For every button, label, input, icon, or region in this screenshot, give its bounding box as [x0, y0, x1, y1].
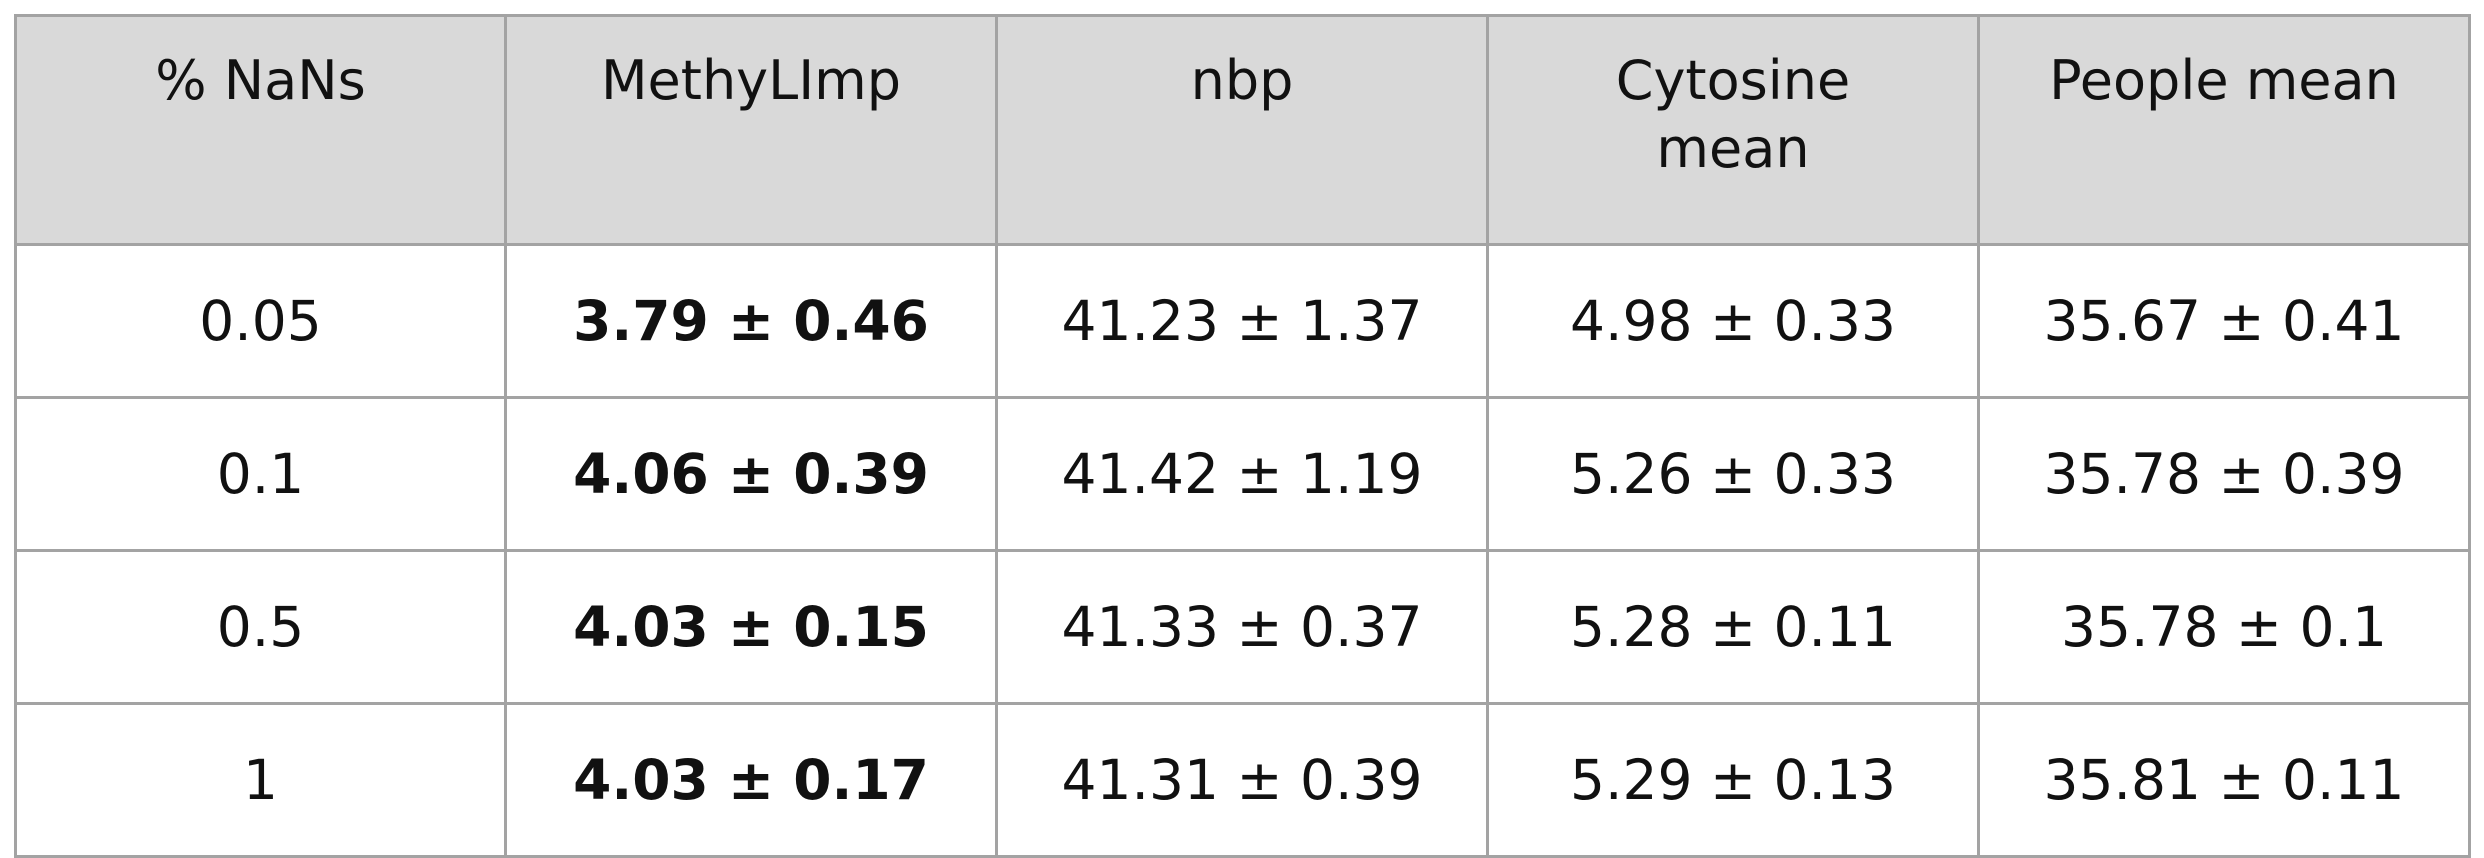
table-row: 1 4.03 ± 0.17 41.31 ± 0.39 5.29 ± 0.13 3…: [14, 702, 2471, 858]
header-cytosine-mean: Cytosine mean: [1486, 14, 1980, 246]
cell-nans: 1: [14, 702, 507, 858]
table-row: 0.05 3.79 ± 0.46 41.23 ± 1.37 4.98 ± 0.3…: [14, 243, 2471, 399]
cell-cytosine-mean: 5.28 ± 0.11: [1486, 549, 1980, 705]
header-methylimp: MethyLImp: [504, 14, 998, 246]
cell-people-mean: 35.67 ± 0.41: [1977, 243, 2471, 399]
cell-nbp: 41.33 ± 0.37: [995, 549, 1489, 705]
table-row: 0.1 4.06 ± 0.39 41.42 ± 1.19 5.26 ± 0.33…: [14, 396, 2471, 552]
results-table-container: % NaNs MethyLImp nbp Cytosine mean Peopl…: [14, 14, 2471, 858]
cell-cytosine-mean: 4.98 ± 0.33: [1486, 243, 1980, 399]
header-nans: % NaNs: [14, 14, 507, 246]
cell-methylimp: 4.03 ± 0.17: [504, 702, 998, 858]
cell-cytosine-mean: 5.26 ± 0.33: [1486, 396, 1980, 552]
cell-cytosine-mean: 5.29 ± 0.13: [1486, 702, 1980, 858]
table-row: 0.5 4.03 ± 0.15 41.33 ± 0.37 5.28 ± 0.11…: [14, 549, 2471, 705]
cell-methylimp: 3.79 ± 0.46: [504, 243, 998, 399]
cell-nans: 0.05: [14, 243, 507, 399]
cell-nans: 0.5: [14, 549, 507, 705]
header-row: % NaNs MethyLImp nbp Cytosine mean Peopl…: [14, 14, 2471, 246]
cell-people-mean: 35.81 ± 0.11: [1977, 702, 2471, 858]
results-table: % NaNs MethyLImp nbp Cytosine mean Peopl…: [14, 14, 2471, 858]
cell-nans: 0.1: [14, 396, 507, 552]
header-nbp: nbp: [995, 14, 1489, 246]
cell-nbp: 41.23 ± 1.37: [995, 243, 1489, 399]
cell-methylimp: 4.03 ± 0.15: [504, 549, 998, 705]
cell-people-mean: 35.78 ± 0.39: [1977, 396, 2471, 552]
cell-nbp: 41.42 ± 1.19: [995, 396, 1489, 552]
cell-nbp: 41.31 ± 0.39: [995, 702, 1489, 858]
cell-methylimp: 4.06 ± 0.39: [504, 396, 998, 552]
cell-people-mean: 35.78 ± 0.1: [1977, 549, 2471, 705]
header-people-mean: People mean: [1977, 14, 2471, 246]
